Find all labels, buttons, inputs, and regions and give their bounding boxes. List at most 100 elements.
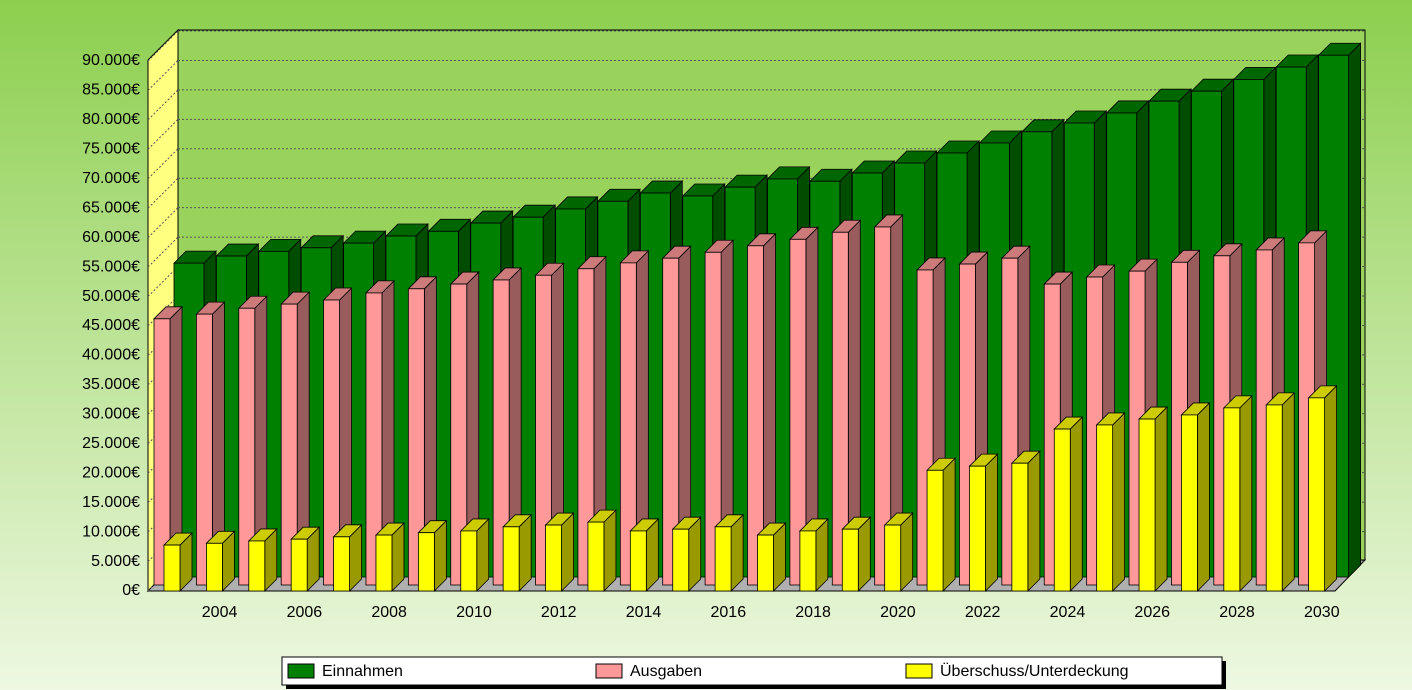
bar	[704, 251, 722, 586]
bar-side	[1239, 394, 1253, 592]
y-tick-label: 0€	[122, 582, 140, 599]
bar-side	[985, 453, 998, 592]
x-tick-label: 2028	[1219, 604, 1255, 621]
bar	[195, 313, 213, 586]
bars	[153, 42, 1362, 592]
bar-side	[1281, 391, 1295, 592]
bar-side	[942, 457, 956, 592]
legend-swatch	[287, 663, 315, 679]
x-tick-label: 2024	[1050, 604, 1086, 621]
x-tick-label: 2020	[880, 604, 916, 621]
legend-label: Einnahmen	[322, 663, 403, 680]
x-tick-label: 2010	[456, 604, 492, 621]
bar-side	[1348, 42, 1362, 578]
bar-side	[1324, 384, 1338, 592]
bar	[290, 538, 308, 592]
bar-side	[1069, 416, 1083, 592]
grid-line-side	[147, 89, 179, 121]
x-tick-label: 2004	[202, 604, 238, 621]
bar	[969, 465, 986, 592]
bar-side	[1154, 406, 1168, 592]
y-tick-label: 65.000€	[82, 199, 140, 216]
bar	[502, 526, 520, 592]
legend	[281, 656, 1223, 686]
bar	[323, 299, 340, 586]
bar-side	[857, 516, 871, 592]
bar-side	[815, 517, 829, 592]
bar	[884, 524, 902, 592]
bar	[1181, 414, 1198, 592]
bar	[874, 226, 892, 586]
y-tick-label: 10.000€	[82, 523, 140, 540]
x-tick-label: 2016	[711, 604, 747, 621]
bar	[450, 283, 468, 586]
x-tick-label: 2030	[1304, 604, 1340, 621]
grid-line-side	[147, 30, 179, 62]
grid-line-side	[147, 266, 179, 297]
bar	[280, 303, 298, 586]
y-tick-label: 45.000€	[82, 317, 140, 334]
legend-items: Einnahmen Ausgaben Überschuss/Unterdeckung	[287, 662, 1129, 680]
y-tick-label: 40.000€	[82, 347, 140, 364]
bar	[926, 469, 944, 592]
bar	[238, 307, 256, 586]
bar	[545, 524, 562, 592]
bar	[248, 540, 266, 592]
legend-swatch	[595, 663, 623, 679]
y-tick-label: 15.000€	[82, 494, 140, 511]
bar-side	[603, 509, 617, 592]
bar	[205, 542, 223, 592]
x-tick-label: 2012	[541, 604, 577, 621]
y-tick-label: 60.000€	[82, 229, 140, 246]
x-tick-label: 2026	[1134, 604, 1170, 621]
bar-side	[1112, 411, 1126, 592]
legend-swatch	[905, 663, 933, 679]
grid-line-side	[147, 177, 179, 209]
grid-line-side	[147, 236, 179, 268]
bar	[757, 534, 774, 592]
bar	[333, 536, 350, 592]
x-tick-label: 2022	[965, 604, 1001, 621]
bar	[619, 262, 637, 586]
grid-line-side	[147, 148, 179, 180]
y-tick-label: 70.000€	[82, 170, 140, 187]
bar-side	[476, 517, 490, 592]
grid-line-side	[147, 60, 179, 91]
y-tick-label: 25.000€	[82, 435, 140, 452]
bar	[831, 231, 849, 586]
legend-label: Überschuss/Unterdeckung	[940, 662, 1129, 680]
bar	[1096, 424, 1114, 592]
y-tick-label: 30.000€	[82, 406, 140, 423]
bar	[1265, 404, 1283, 592]
bar	[789, 238, 807, 586]
bar	[662, 257, 680, 586]
bar	[1223, 407, 1241, 592]
bar	[535, 274, 552, 586]
bar-side	[645, 517, 659, 592]
bar	[577, 268, 595, 586]
grid-line-side	[147, 207, 179, 239]
bar-side	[688, 516, 702, 592]
bar	[629, 530, 647, 592]
bar	[1138, 418, 1156, 592]
x-tick-label: 2006	[287, 604, 323, 621]
y-tick-label: 90.000€	[82, 52, 140, 69]
grid-line-side	[147, 118, 179, 150]
y-tick-label: 5.000€	[91, 553, 140, 570]
bar-side	[561, 512, 574, 592]
bar-side	[1027, 450, 1041, 592]
bar-side	[900, 512, 914, 592]
legend-label: Ausgaben	[630, 663, 702, 680]
y-tick-label: 80.000€	[82, 111, 140, 128]
y-tick-label: 55.000€	[82, 258, 140, 275]
x-tick-label: 2008	[371, 604, 407, 621]
bar	[672, 528, 690, 592]
bar	[153, 318, 171, 586]
bar-side	[1197, 401, 1210, 592]
bar	[460, 530, 478, 592]
y-tick-label: 35.000€	[82, 376, 140, 393]
x-tick-label: 2014	[626, 604, 662, 621]
bar-side	[730, 513, 744, 592]
